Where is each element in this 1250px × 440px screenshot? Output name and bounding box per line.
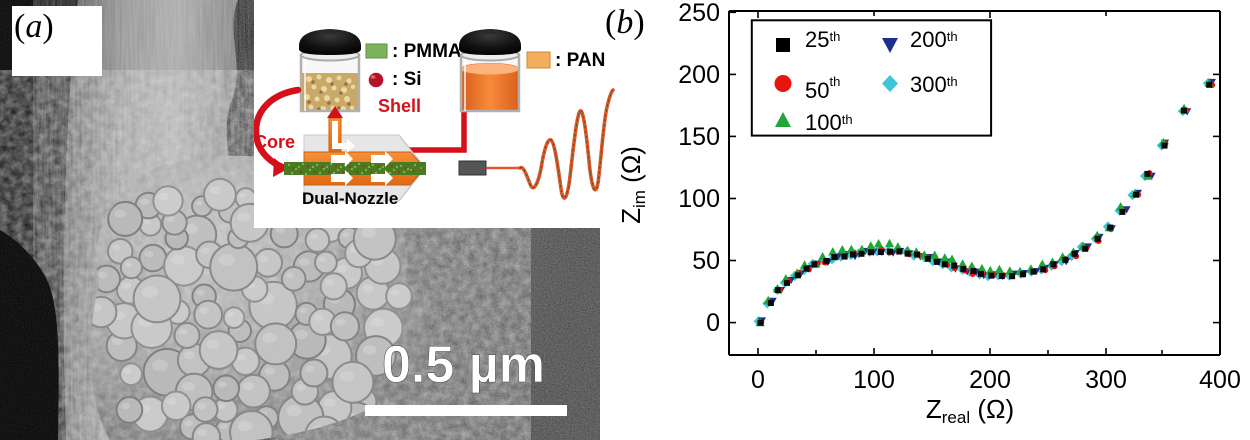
svg-text:300: 300	[1085, 366, 1127, 394]
svg-text:100: 100	[853, 366, 895, 394]
svg-text:50: 50	[692, 247, 720, 275]
svg-text:200: 200	[969, 366, 1011, 394]
svg-text:Shell: Shell	[378, 96, 421, 116]
svg-text:: PAN: : PAN	[555, 50, 605, 71]
svg-text:: PMMA: : PMMA	[392, 41, 462, 62]
svg-text:0: 0	[706, 309, 720, 337]
svg-text:0: 0	[751, 366, 765, 394]
svg-text:400: 400	[1199, 366, 1241, 394]
svg-text:: Si: : Si	[392, 69, 422, 90]
svg-text:Zreal (Ω): Zreal (Ω)	[926, 394, 1014, 427]
svg-text:0.5 µm: 0.5 µm	[382, 336, 545, 394]
